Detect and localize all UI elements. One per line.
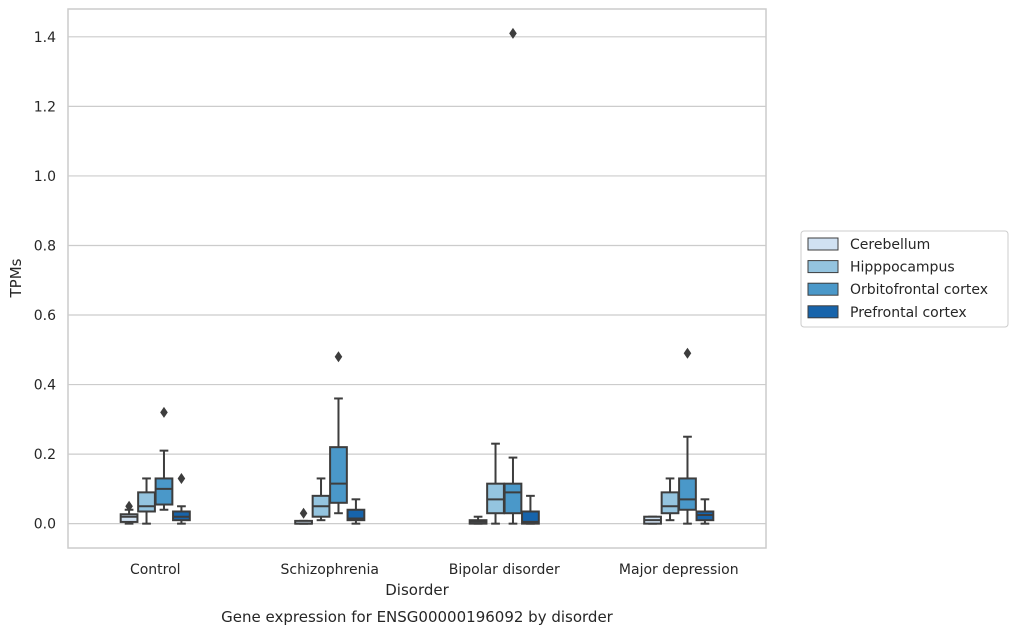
grid-lines: [68, 36, 766, 525]
box-body: [503, 482, 523, 515]
outlier-point: [334, 351, 343, 363]
box: [643, 515, 662, 525]
box-body: [119, 513, 139, 523]
box: [294, 507, 313, 525]
y-tick-label: 1.2: [34, 99, 56, 115]
box-body: [346, 508, 366, 522]
box: [521, 494, 540, 525]
x-tick-label: Schizophrenia: [281, 562, 379, 578]
outlier-point: [299, 507, 308, 519]
box: [137, 477, 156, 525]
box-body: [154, 477, 174, 506]
outlier-point: [177, 472, 186, 484]
legend-label: Hipppocampus: [850, 260, 955, 276]
legend-swatch: [807, 282, 839, 296]
legend-label: Orbitofrontal cortex: [850, 282, 988, 298]
y-tick-label: 0.4: [34, 378, 56, 394]
box-body: [678, 477, 697, 511]
outlier-point: [160, 406, 168, 418]
x-tick-labels: Control Schizophrenia Bipolar disorder Majo…: [130, 562, 739, 578]
chart-caption: Gene expression for ENSG00000196092 by d…: [221, 608, 614, 626]
legend-swatch: [807, 305, 839, 319]
box-plots: [119, 27, 715, 525]
y-tick-labels: 0.0 0.2 0.4 0.6 0.8 1.0 1.2 1.4: [34, 30, 56, 533]
outlier-point: [683, 347, 692, 359]
y-tick-label: 0.8: [34, 238, 56, 254]
legend-label: Prefrontal cortex: [850, 305, 967, 321]
outlier-point: [125, 500, 133, 512]
box: [468, 515, 488, 525]
x-tick-label: Major depression: [619, 562, 739, 578]
plot-frame: [67, 8, 767, 549]
box-body: [660, 491, 680, 515]
outlier-point: [509, 27, 517, 39]
box: [695, 498, 715, 525]
y-tick-label: 1.4: [34, 30, 56, 46]
x-tick-label: Bipolar disorder: [449, 562, 560, 578]
x-axis-label: Disorder: [385, 581, 449, 599]
box-body: [329, 446, 348, 504]
legend-swatch: [807, 260, 839, 274]
box: [678, 347, 697, 525]
box: [503, 27, 523, 525]
y-tick-label: 0.0: [34, 517, 56, 533]
y-tick-label: 0.6: [34, 308, 56, 324]
legend-label: Cerebellum: [850, 237, 930, 253]
box-body: [137, 491, 156, 513]
legend-frame: [800, 230, 1009, 328]
y-tick-label: 1.0: [34, 169, 56, 185]
box-body: [521, 510, 540, 525]
y-tick-label: 0.2: [34, 447, 56, 463]
legend: Cerebellum Hipppocampus Orbitofrontal cort…: [800, 230, 1009, 328]
legend-swatch: [807, 237, 839, 251]
box: [660, 477, 680, 522]
box: [119, 500, 139, 525]
box: [486, 442, 505, 525]
box: [346, 498, 366, 525]
box: [311, 477, 331, 522]
box: [172, 472, 191, 525]
box: [154, 406, 174, 511]
y-axis-label: TPMs: [7, 258, 25, 298]
box: [329, 351, 348, 515]
x-tick-label: Control: [130, 562, 181, 578]
